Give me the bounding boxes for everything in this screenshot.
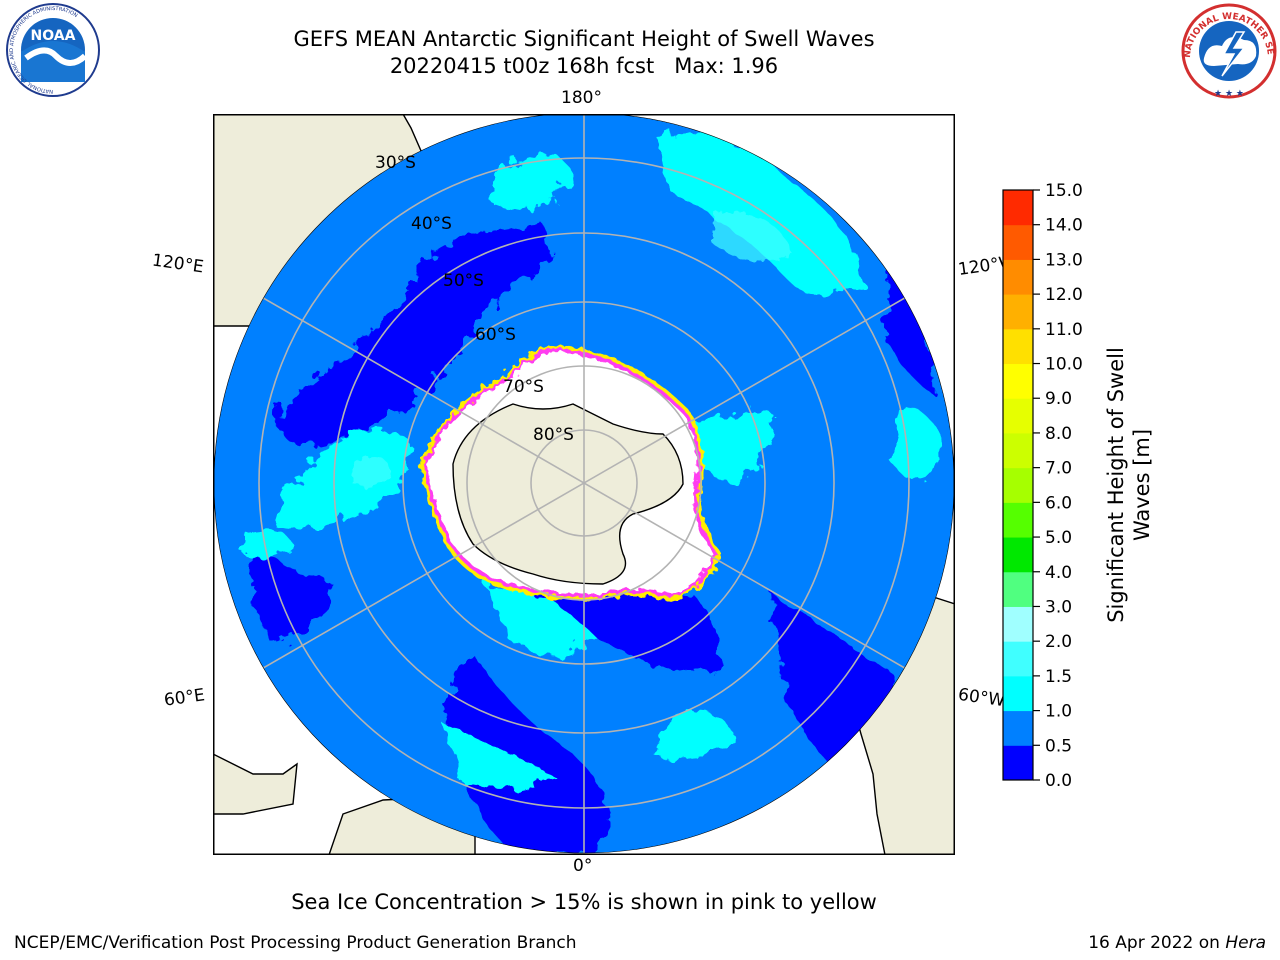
swell-field [214,114,954,853]
plot-title: GEFS MEAN Antarctic Significant Height o… [293,27,875,51]
graticule [214,114,954,853]
colorbar-swatch [1003,363,1033,399]
footer-date-text: 16 Apr 2022 on [1088,933,1226,953]
colorbar-tick-label: 3.0 [1045,597,1072,617]
colorbar-tick-label: 15.0 [1045,181,1083,201]
colorbar-tick-label: 4.0 [1045,563,1072,583]
colorbar-tick-label: 1.0 [1045,702,1072,722]
colorbar-label-line1: Significant Height of Swell [1104,347,1128,623]
lon-label-upper-left: 120°E [150,250,205,278]
colorbar-swatch [1003,294,1033,330]
colorbar-swatch [1003,537,1033,573]
nws-logo: NATIONAL WEATHER SERVICE ★ ★ ★ [1178,2,1277,99]
colorbar-tick-label: 0.0 [1045,771,1072,791]
colorbar-swatch [1003,641,1033,677]
colorbar-tick-label: 6.0 [1045,493,1072,513]
colorbar-tick-label: 10.0 [1045,355,1083,375]
colorbar-swatch [1003,502,1033,538]
colorbar-swatch [1003,606,1033,642]
lat-label: 60°S [475,325,516,345]
noaa-logo: NOAA NATIONAL OCEANIC AND ATMOSPHERIC AD… [6,3,100,97]
lat-label: 70°S [503,377,544,397]
noaa-text: NOAA [31,28,76,44]
colorbar-swatch [1003,190,1033,226]
footer-credit: NCEP/EMC/Verification Post Processing Pr… [14,933,577,953]
colorbar-tick-label: 9.0 [1045,389,1072,409]
colorbar-swatch [1003,675,1033,712]
colorbar-swatch [1003,259,1033,295]
plot-subtitle: 20220415 t00z 168h fcst Max: 1.96 [389,54,779,78]
colorbar-swatch [1003,745,1033,781]
colorbar-swatch [1003,710,1033,746]
colorbar-swatch [1003,571,1033,607]
lat-label: 80°S [533,425,574,445]
colorbar-tick-label: 1.5 [1045,667,1072,687]
sea-ice-caption: Sea Ice Concentration > 15% is shown in … [291,890,877,914]
colorbar-swatch [1003,467,1033,503]
colorbar-label-line2: Waves [m] [1130,429,1154,541]
lon-label-lower-left: 60°E [162,685,207,711]
map-panel: 30°S 40°S 50°S 60°S 70°S 80°S [213,114,955,855]
colorbar-tick-label: 0.5 [1045,736,1072,756]
colorbar-tick-label: 11.0 [1045,320,1083,340]
colorbar-tick-label: 7.0 [1045,459,1072,479]
colorbar: 0.0 0.5 1.0 1.5 2.0 3.0 4.0 5.0 6.0 7.0 8.0 9.0 10.0… [1002,181,1154,791]
colorbar-tick-label: 14.0 [1045,216,1083,236]
svg-text:★ ★ ★: ★ ★ ★ [1214,89,1244,99]
colorbar-swatch [1003,224,1033,260]
colorbar-tick-label: 5.0 [1045,528,1072,548]
colorbar-tick-label: 12.0 [1045,285,1083,305]
colorbar-swatch [1003,432,1033,469]
colorbar-swatch [1003,328,1033,365]
footer-date: 16 Apr 2022 on Hera [1088,933,1266,953]
colorbar-tick-label: 2.0 [1045,632,1072,652]
colorbar-swatch [1003,398,1033,434]
lat-label: 40°S [411,214,452,234]
lat-label: 30°S [375,153,416,173]
footer-system: Hera [1225,933,1266,953]
colorbar-tick-label: 8.0 [1045,424,1072,444]
lon-label-top: 180° [561,88,602,108]
lon-label-bottom: 0° [573,856,593,876]
colorbar-tick-label: 13.0 [1045,250,1083,270]
lat-label: 50°S [443,271,484,291]
